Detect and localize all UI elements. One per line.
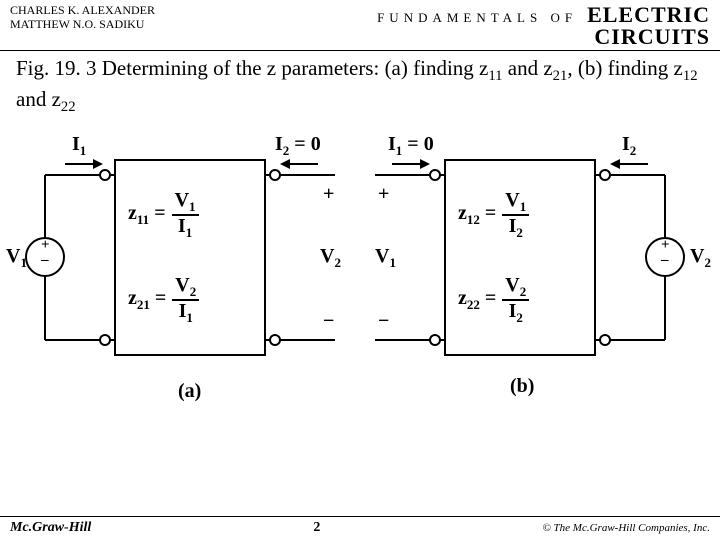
footer-publisher: Mc.Graw-Hill	[10, 520, 91, 536]
footer-copyright: © The Mc.Graw-Hill Companies, Inc.	[542, 522, 710, 534]
title-fundamentals: FUNDAMENTALS OF	[377, 10, 577, 25]
label-v2-b: V2	[690, 245, 711, 271]
label-v1-b: V1	[375, 245, 396, 271]
author-2: MATTHEW N.O. SADIKU	[10, 18, 155, 32]
header-bar: CHARLES K. ALEXANDER MATTHEW N.O. SADIKU…	[0, 0, 720, 51]
label-v2-a: V2	[320, 245, 341, 271]
label-i1-zero: I1 = 0	[388, 133, 434, 159]
minus-b-left: −	[378, 310, 389, 333]
title-circuits: CIRCUITS	[377, 26, 710, 48]
book-title: FUNDAMENTALS OF ELECTRIC CIRCUITS	[377, 4, 710, 48]
plus-b-left: +	[378, 183, 389, 206]
eq-z12: z12 = V1I2	[458, 190, 529, 239]
eq-z11: z11 = V1I1	[128, 190, 199, 239]
figure-area: + – + – I1 I2 = 0 I1 = 0 I2 V1 + V2 − + …	[0, 115, 720, 475]
subfig-a: (a)	[178, 380, 201, 403]
author-block: CHARLES K. ALEXANDER MATTHEW N.O. SADIKU	[10, 4, 155, 32]
figure-caption: Fig. 19. 3 Determining of the z paramete…	[0, 51, 720, 116]
minus-a-right: −	[323, 310, 334, 333]
src-a-minus: –	[41, 252, 49, 269]
subfig-b: (b)	[510, 375, 534, 398]
footer-page: 2	[313, 520, 320, 536]
eq-z21: z21 = V2I1	[128, 275, 199, 324]
label-i2: I2	[622, 133, 636, 159]
label-i1: I1	[72, 133, 86, 159]
footer-bar: Mc.Graw-Hill 2 © The Mc.Graw-Hill Compan…	[0, 516, 720, 536]
label-v1-a: V1	[6, 245, 27, 271]
plus-a-right: +	[323, 183, 334, 206]
circuit-svg	[0, 115, 720, 475]
label-i2-zero: I2 = 0	[275, 133, 321, 159]
src-b-minus: –	[661, 252, 669, 269]
eq-z22: z22 = V2I2	[458, 275, 529, 324]
author-1: CHARLES K. ALEXANDER	[10, 4, 155, 18]
